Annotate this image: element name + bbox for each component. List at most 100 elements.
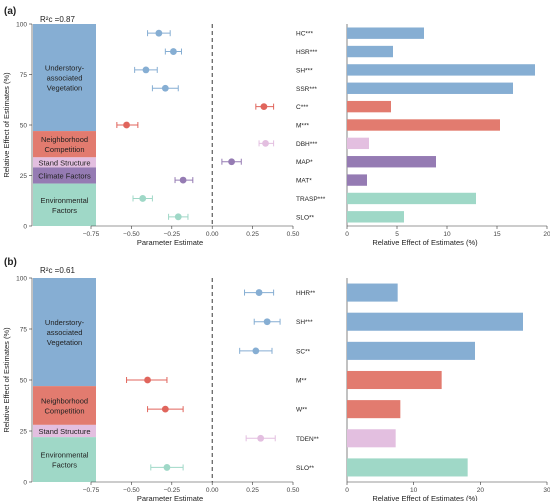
- bar-x-axis-label: Relative Effect of Estimates (%): [372, 494, 478, 501]
- y-tick-label: 75: [20, 72, 28, 79]
- group-block: [33, 183, 96, 226]
- group-label: Neighborhood: [41, 135, 88, 144]
- estimate-point: [161, 84, 169, 92]
- group-block: [33, 131, 96, 158]
- bar-x-tick-label: 10: [410, 487, 418, 494]
- estimate-point: [170, 48, 177, 55]
- group-block: [33, 157, 96, 168]
- estimate-point: [257, 434, 265, 442]
- effect-bar: [347, 370, 442, 390]
- effect-bar: [347, 312, 523, 331]
- effect-bar: [347, 458, 468, 477]
- estimate-point: [139, 195, 147, 202]
- group-label: Environmental: [41, 196, 89, 205]
- group-label: Understory-: [45, 64, 85, 73]
- estimate-point: [262, 139, 269, 147]
- group-label: Factors: [52, 461, 77, 470]
- estimate-point: [263, 318, 271, 326]
- group-label: Stand Structure: [38, 158, 90, 167]
- estimate-point: [142, 66, 150, 74]
- estimate-point: [174, 213, 182, 221]
- predictor-label: SLO**: [296, 465, 315, 472]
- group-label: Understory-: [45, 318, 85, 327]
- predictor-label: C***: [296, 104, 309, 111]
- x-axis-label: Parameter Estimate: [137, 238, 203, 247]
- effect-bar: [347, 192, 476, 205]
- effect-bar: [347, 429, 396, 448]
- estimate-point: [163, 464, 171, 471]
- bar-x-tick-label: 0: [345, 231, 349, 238]
- x-tick-label: −0.50: [123, 487, 140, 494]
- group-label: Factors: [52, 206, 77, 215]
- x-tick-label: 0.00: [206, 487, 219, 494]
- predictor-label: MAP*: [296, 159, 313, 166]
- group-label: associated: [47, 74, 83, 83]
- group-block: [33, 437, 96, 482]
- y-tick-label: 100: [16, 22, 27, 29]
- predictor-label: W**: [296, 407, 308, 414]
- estimate-point: [123, 121, 130, 129]
- y-axis-label: Relative Effect of Estimates (%): [2, 72, 11, 178]
- estimate-point: [144, 376, 151, 384]
- r2-label: R²c =0.61: [40, 266, 75, 275]
- group-block: [33, 24, 96, 132]
- effect-bar: [347, 82, 513, 94]
- effect-bar: [347, 156, 436, 168]
- x-tick-label: −0.25: [164, 487, 181, 494]
- y-tick-label: 25: [20, 429, 28, 436]
- predictor-label: DBH***: [296, 141, 318, 148]
- group-block: [33, 424, 96, 438]
- bar-x-tick-label: 20: [543, 231, 550, 238]
- predictor-label: HC***: [296, 31, 313, 38]
- predictor-label: HSR***: [296, 49, 318, 56]
- predictor-label: TRASP***: [296, 196, 326, 203]
- effect-bar: [347, 283, 398, 302]
- group-label: Competition: [44, 407, 84, 416]
- x-tick-label: 0.50: [287, 231, 300, 238]
- predictor-label: TDEN**: [296, 436, 319, 443]
- group-label: Climate Factors: [38, 172, 91, 181]
- panel-a: (a) R²c =0.87 Understory-associatedVegetat…: [2, 6, 550, 247]
- group-label: Neighborhood: [41, 397, 88, 406]
- y-tick-label: 0: [23, 224, 27, 231]
- y-tick-label: 75: [20, 327, 28, 334]
- estimate-point: [161, 405, 169, 413]
- panel-b: (b) R²c =0.61 Understory-associatedVegetat…: [2, 257, 550, 501]
- group-block: [33, 278, 96, 387]
- bar-x-tick-label: 15: [493, 231, 501, 238]
- bar-x-tick-label: 5: [395, 231, 399, 238]
- effect-bar: [347, 174, 367, 186]
- bar-x-tick-label: 30: [543, 487, 550, 494]
- predictor-label: SH***: [296, 319, 313, 326]
- predictor-label: SLO**: [296, 214, 315, 221]
- y-tick-label: 25: [20, 173, 28, 180]
- estimate-point: [260, 103, 268, 111]
- estimate-point: [228, 158, 235, 166]
- predictor-label: HHR**: [296, 290, 316, 297]
- predictor-label: MAT*: [296, 178, 312, 185]
- x-tick-label: −0.75: [83, 487, 100, 494]
- x-tick-label: −0.50: [123, 231, 140, 238]
- x-tick-label: 0.25: [246, 231, 259, 238]
- bar-x-tick-label: 0: [345, 487, 349, 494]
- effect-bar: [347, 341, 475, 360]
- effect-bar: [347, 45, 393, 58]
- panel-label: (b): [4, 257, 17, 268]
- effect-bar: [347, 100, 391, 113]
- group-label: Vegetation: [47, 338, 82, 347]
- x-tick-label: 0.00: [206, 231, 219, 238]
- effect-bar: [347, 211, 404, 223]
- bar-x-axis-label: Relative Effect of Estimates (%): [372, 238, 478, 247]
- panel-label: (a): [4, 6, 16, 17]
- x-tick-label: 0.25: [246, 487, 259, 494]
- x-tick-label: −0.25: [164, 231, 181, 238]
- predictor-label: SC**: [296, 348, 311, 355]
- effect-bar: [347, 137, 369, 150]
- predictor-label: SSR***: [296, 86, 317, 93]
- estimate-point: [255, 289, 263, 296]
- estimate-point: [155, 29, 163, 37]
- group-label: Stand Structure: [38, 427, 90, 436]
- predictor-label: M**: [296, 378, 307, 385]
- y-tick-label: 50: [20, 123, 28, 130]
- predictor-label: M***: [296, 123, 309, 130]
